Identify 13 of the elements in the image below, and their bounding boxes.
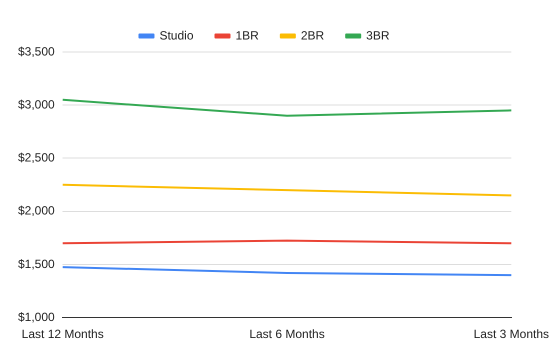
x-tick-label: Last 3 Months	[474, 327, 549, 342]
y-tick-label: $2,000	[18, 204, 56, 218]
y-tick-label: $1,500	[18, 256, 56, 271]
legend-label: 3BR	[366, 28, 390, 42]
legend-label: 1BR	[235, 28, 260, 42]
y-tick-label: $2,500	[18, 150, 56, 165]
legend-label: Studio	[159, 28, 194, 42]
y-tick-label: $1,000	[18, 310, 56, 324]
x-tick-label: Last 6 Months	[249, 327, 325, 342]
legend-label: 2BR	[300, 28, 325, 42]
y-tick-label: $3,000	[18, 97, 56, 112]
y-tick-label: $3,500	[18, 44, 56, 58]
x-tick-label: Last 12 Months	[22, 327, 104, 342]
